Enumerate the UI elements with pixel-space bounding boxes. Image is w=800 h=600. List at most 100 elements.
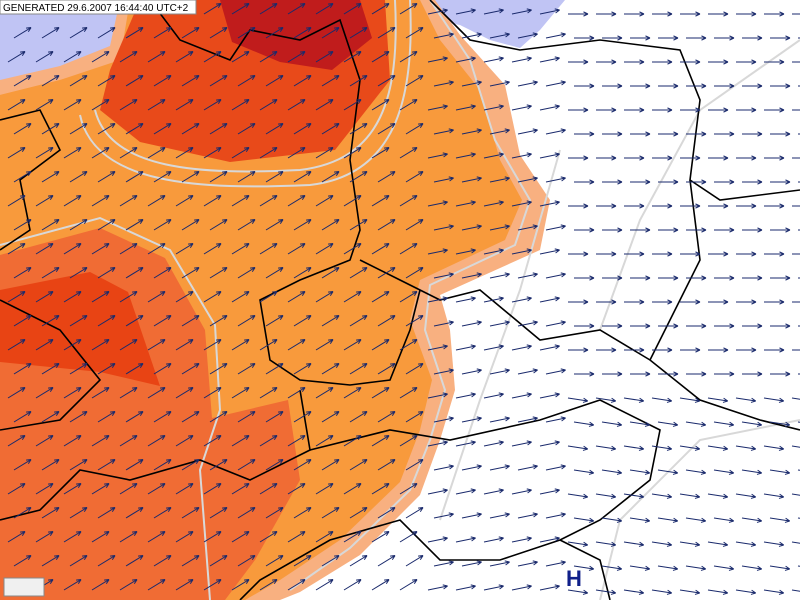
wind-arrow [315,339,334,351]
wind-arrow [91,435,110,447]
wind-arrow [595,541,617,547]
wind-arrow [265,411,284,423]
wind-arrow [680,251,701,257]
wind-arrow [455,56,476,63]
wind-arrow [629,517,651,523]
wind-arrow [511,344,532,351]
sea-west [0,0,135,96]
wind-arrow [574,227,595,233]
wind-arrow [175,579,194,591]
wind-arrow [203,195,222,207]
wind-arrow [708,251,729,257]
wind-arrow [405,219,424,231]
wind-arrow [175,483,194,495]
wind-arrow [658,371,679,377]
contour [599,419,800,600]
wind-arrow [147,291,166,303]
wind-arrow [511,56,532,63]
wind-arrow [714,131,735,137]
contour [599,39,800,331]
wind-arrow [461,320,482,327]
wind-arrow [686,179,707,185]
wind-arrow [624,347,645,353]
wind-arrow [686,371,707,377]
wind-arrow [741,565,763,571]
wind-arrow [287,291,306,303]
border [149,0,421,386]
wind-arrow [377,219,396,231]
wind-arrow [511,296,532,303]
wind-arrow [315,51,334,63]
wind-arrow [624,155,645,161]
wind-arrow [97,363,116,375]
wind-arrow [175,243,194,255]
wind-arrow [231,579,250,591]
wind-arrow [742,323,763,329]
wind-arrow [13,75,32,87]
wind-arrow [623,445,645,451]
wind-arrow [623,397,645,403]
wind-arrow [35,435,54,447]
wind-arrow [742,227,763,233]
wind-arrow [147,243,166,255]
wind-arrow [315,243,334,255]
wind-arrow [259,291,278,303]
wind-arrow [293,411,312,423]
wind-arrow [181,171,200,183]
wind-arrow [405,507,424,519]
wind-arrow [181,555,200,567]
wind-arrow [679,541,701,547]
wind-arrow [119,195,138,207]
wind-arrow [399,195,418,207]
wind-arrow [209,267,228,279]
wind-arrow [321,507,340,519]
wind-arrow [13,555,32,567]
wind-arrow [321,171,340,183]
wind-arrow [315,435,334,447]
wind-arrow [545,176,566,183]
wind-arrow [237,411,256,423]
wind-arrow [511,488,532,495]
wind-arrow [315,195,334,207]
wind-arrow [483,296,504,303]
wind-arrow [461,80,482,87]
wind-arrow [455,248,476,255]
wind-arrow [573,565,595,571]
wind-arrow [7,99,26,111]
wind-arrow [377,363,396,375]
wind-arrow [377,315,396,327]
wind-arrow [153,315,172,327]
wind-arrow [483,8,504,15]
wind-arrow [259,531,278,543]
wind-arrow [41,171,60,183]
wind-arrow [125,75,144,87]
wind-arrow [349,75,368,87]
wind-arrow [97,267,116,279]
wind-arrow [69,315,88,327]
wind-arrow [629,421,651,427]
wind-arrow [455,584,476,591]
wind-arrow [792,157,800,159]
wind-arrow [596,155,617,161]
wind-arrow [293,459,312,471]
wind-arrow [181,507,200,519]
wind-arrow [511,440,532,447]
wind-arrow [736,203,757,209]
wind-arrow [377,267,396,279]
wind-arrow [567,589,589,595]
wind-arrow [405,75,424,87]
wind-arrow [293,27,312,39]
wind-arrow [736,251,757,257]
wind-arrow [203,579,222,591]
wind-arrow [63,339,82,351]
wind-arrow [680,155,701,161]
wind-arrow [91,339,110,351]
wind-arrow [539,56,560,63]
wind-arrow [511,248,532,255]
wind-arrow [679,397,701,403]
wind-arrow [321,267,340,279]
wind-arrow [293,267,312,279]
wind-arrow [602,35,623,41]
wind-arrow [265,555,284,567]
wind-arrow [405,459,424,471]
